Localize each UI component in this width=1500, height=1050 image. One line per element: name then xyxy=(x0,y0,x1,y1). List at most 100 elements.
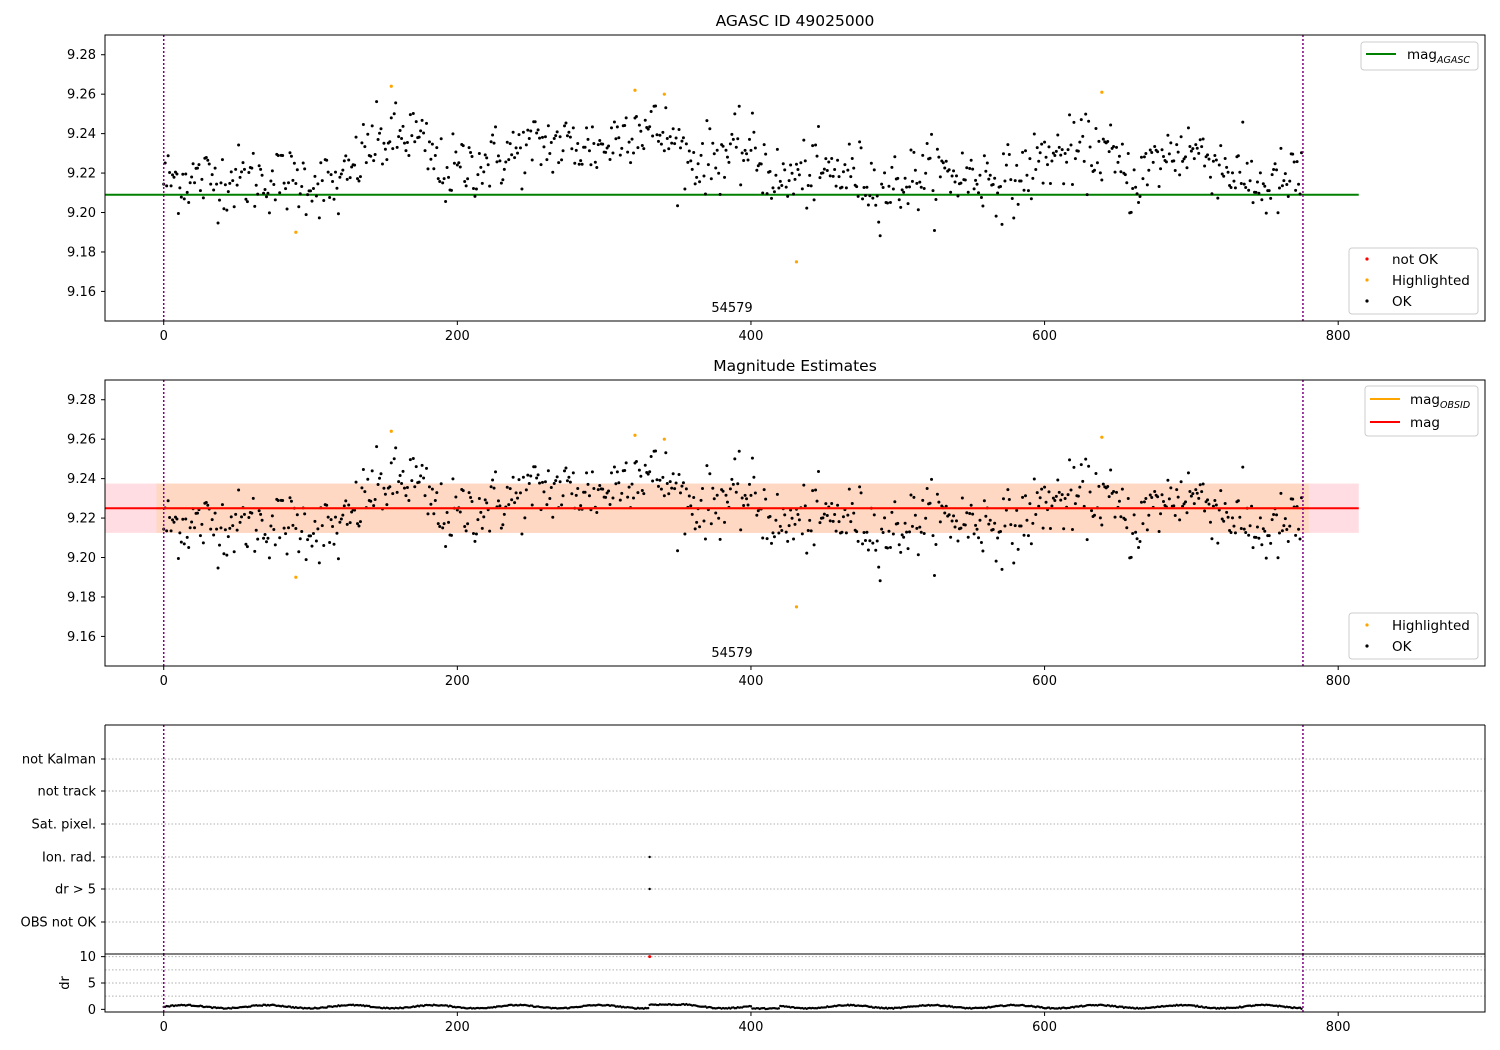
highlighted-point xyxy=(662,437,666,441)
ok-point xyxy=(369,154,373,158)
ok-point xyxy=(916,553,920,557)
ok-point xyxy=(226,190,230,194)
ok-point xyxy=(410,479,414,483)
ok-point xyxy=(712,497,716,501)
ok-point xyxy=(684,142,688,146)
ok-point xyxy=(643,463,647,467)
ok-point xyxy=(445,166,449,170)
ok-point xyxy=(479,165,483,169)
ok-point xyxy=(699,498,703,502)
ok-point xyxy=(514,146,518,150)
ok-point xyxy=(245,545,249,549)
ok-point xyxy=(212,533,216,537)
ok-point xyxy=(618,498,622,502)
ok-point xyxy=(264,540,268,544)
ok-point xyxy=(347,158,351,162)
magnitude-panel: Magnitude Estimates 0 200 400 600 800 9.16 9.1… xyxy=(67,357,1486,689)
ok-point xyxy=(772,535,776,539)
ok-point xyxy=(489,485,493,489)
ok-point xyxy=(580,162,584,166)
ok-point xyxy=(1056,133,1060,137)
ok-point xyxy=(1037,159,1041,163)
ok-point xyxy=(1181,504,1185,508)
ok-point xyxy=(168,515,172,519)
ok-point xyxy=(770,541,774,545)
ok-point xyxy=(278,191,282,195)
ok-point xyxy=(430,487,434,491)
ok-point xyxy=(893,500,897,504)
ok-point xyxy=(796,168,800,172)
ok-point xyxy=(492,486,496,490)
ok-point xyxy=(784,185,788,189)
ok-point xyxy=(624,116,628,120)
ok-point xyxy=(1220,172,1224,176)
ok-point xyxy=(1217,163,1221,167)
ok-point xyxy=(438,525,442,529)
ok-point xyxy=(1087,119,1091,123)
ok-point xyxy=(662,149,666,153)
ok-point xyxy=(1255,180,1259,184)
ok-point xyxy=(1251,201,1255,205)
legend-ok-marker xyxy=(1365,299,1369,303)
ok-point xyxy=(701,141,705,145)
ok-point xyxy=(1255,525,1259,529)
agasc-xtick-label: 0 xyxy=(160,329,168,344)
ok-point xyxy=(589,163,593,167)
ok-point xyxy=(705,464,709,468)
ok-point xyxy=(1023,494,1027,498)
ok-point xyxy=(1094,471,1098,475)
ok-point xyxy=(888,200,892,204)
ok-point xyxy=(683,532,687,536)
ok-point xyxy=(1263,529,1267,533)
ok-point xyxy=(498,159,502,163)
ok-point xyxy=(617,136,621,140)
ok-point xyxy=(905,530,909,534)
ok-point xyxy=(1247,188,1251,192)
ok-point xyxy=(530,503,534,507)
ok-point xyxy=(1109,468,1113,472)
ok-point xyxy=(1060,493,1064,497)
ok-point xyxy=(222,207,226,211)
agasc-panel: AGASC ID 49025000 0 200 400 600 800 9.16 9.18 9… xyxy=(67,12,1486,344)
ok-point xyxy=(1021,150,1025,154)
ok-point xyxy=(850,501,854,505)
ok-point xyxy=(1069,488,1073,492)
ok-point xyxy=(800,532,804,536)
ok-point xyxy=(234,167,238,171)
ok-point xyxy=(172,520,176,524)
ok-point xyxy=(649,455,653,459)
ok-point xyxy=(552,137,556,141)
ok-point xyxy=(808,173,812,177)
ok-point xyxy=(1167,152,1171,156)
ok-point xyxy=(523,516,527,520)
ok-point xyxy=(1144,152,1148,156)
ok-point xyxy=(668,480,672,484)
ok-point xyxy=(287,181,291,185)
ok-point xyxy=(442,177,446,181)
ok-point xyxy=(543,135,547,139)
ok-point xyxy=(693,527,697,531)
ok-point xyxy=(1000,222,1004,226)
ok-point xyxy=(278,536,282,540)
ok-point xyxy=(1085,193,1089,197)
ok-point xyxy=(875,539,879,543)
ok-point xyxy=(298,192,302,196)
ok-point xyxy=(1288,524,1292,528)
ok-point xyxy=(1019,524,1023,528)
ok-point xyxy=(774,173,778,177)
ok-point xyxy=(436,177,440,181)
ok-point xyxy=(623,124,627,128)
ok-point xyxy=(777,186,781,190)
ok-point xyxy=(797,173,801,177)
ok-point xyxy=(723,175,727,179)
highlighted-point xyxy=(389,84,393,88)
flag-point xyxy=(648,855,651,859)
ok-point xyxy=(974,523,978,527)
ok-point xyxy=(999,184,1003,188)
ok-point xyxy=(984,169,988,173)
ok-point xyxy=(516,151,520,155)
ok-point xyxy=(171,173,175,177)
ok-point xyxy=(251,496,255,500)
ok-point xyxy=(176,557,180,561)
ok-point xyxy=(1003,179,1007,183)
